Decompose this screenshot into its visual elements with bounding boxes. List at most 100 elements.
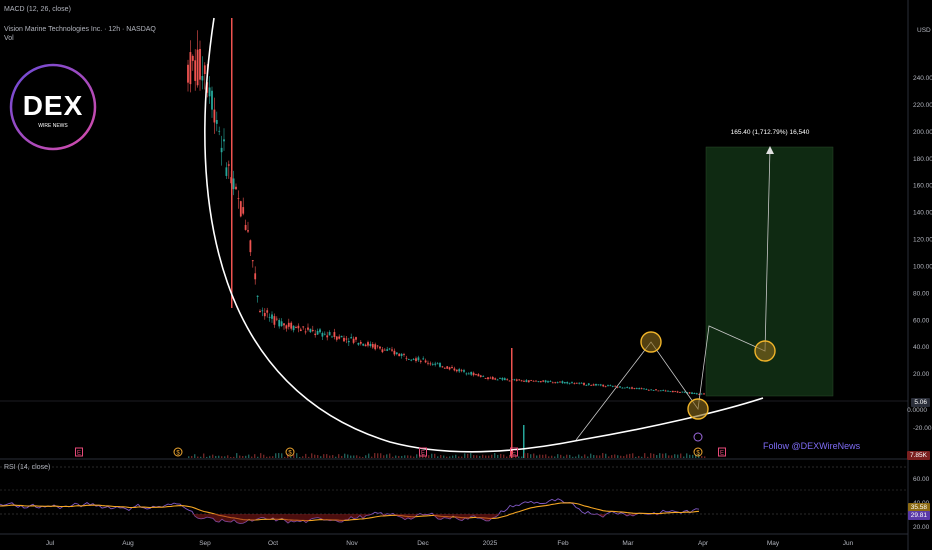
candle-body (587, 383, 590, 385)
candle-body (443, 367, 446, 369)
volume-tag: 7.85K (907, 451, 930, 460)
candle-body (467, 373, 470, 375)
candle-body (436, 363, 439, 365)
candle-body (393, 350, 396, 355)
candles-group (187, 18, 705, 458)
candle-body (383, 349, 386, 351)
volume-bar (521, 456, 523, 458)
x-tick-label: Feb (557, 540, 569, 547)
measure-label: 165.40 (1,712.79%) 16,540 (731, 129, 810, 136)
y-tick-label: 120.00 (913, 237, 932, 244)
candle-body (343, 337, 345, 342)
volume-bar (524, 453, 526, 458)
event-markers: E $ $ E E $ E (75, 432, 726, 457)
dividend-marker-icon (693, 447, 703, 457)
candle-body (535, 380, 537, 382)
candle-body (580, 382, 583, 384)
volume-bar (491, 454, 493, 458)
dividend-marker-label: $ (696, 451, 700, 457)
volume-bar (314, 454, 316, 458)
volume-bar (461, 456, 463, 458)
volume-bar (443, 455, 445, 458)
candle-body (206, 82, 209, 93)
candle-body (321, 333, 324, 337)
volume-bar (200, 456, 202, 458)
projection-path (575, 147, 771, 441)
target-arrow-icon (766, 146, 774, 154)
volume-bar (500, 453, 502, 458)
time-axis: Jul Aug Sep Oct Nov Dec 2025 Feb Mar Apr May Jun (46, 540, 854, 547)
candle-body (398, 353, 401, 357)
volume-bar (356, 455, 358, 458)
candle-body (508, 380, 511, 382)
candle-body (309, 328, 312, 333)
volume-bar (242, 456, 244, 458)
volume-bar (647, 456, 649, 458)
rsi-ma-line (0, 502, 700, 522)
rsi-header: RSI (14, close) (4, 464, 51, 471)
candle-body (307, 327, 309, 330)
volume-bar (533, 453, 535, 458)
candle-body (256, 295, 259, 297)
rsi-oversold-fill (0, 514, 700, 524)
candle-body (482, 376, 485, 378)
volume-bar (425, 455, 427, 458)
candle-body (427, 362, 429, 364)
volume-bar (194, 454, 196, 458)
x-tick-label: 2025 (483, 540, 498, 547)
volume-bar (254, 454, 256, 458)
candle-body (527, 380, 530, 383)
volume-group (188, 453, 706, 458)
candle-body (695, 393, 698, 395)
volume-bar (434, 453, 436, 458)
candle-body (244, 224, 247, 230)
candle-body (355, 337, 357, 340)
volume-bar (617, 455, 619, 458)
volume-bar (464, 453, 466, 458)
pivot-marker-high (640, 331, 662, 353)
volume-bar (560, 454, 562, 458)
volume-bar (365, 455, 367, 458)
x-tick-label: Sep (199, 540, 211, 547)
volume-bar (347, 454, 349, 458)
candle-body (285, 325, 288, 329)
candle-body (232, 178, 235, 190)
rsi-tick-label: 60.00 (913, 476, 930, 483)
candle-body (544, 380, 547, 383)
volume-bar (503, 454, 505, 458)
dividend-marker-label: $ (288, 451, 292, 457)
volume-bar (398, 455, 400, 458)
candle-body (362, 343, 365, 346)
y-tick-label: 200.00 (913, 129, 932, 136)
volume-bar (599, 455, 601, 458)
candle-body (532, 380, 535, 382)
candle-body (213, 109, 216, 123)
candle-body (561, 381, 564, 384)
volume-bar (191, 455, 193, 458)
candle-body (549, 381, 552, 383)
candle-body (388, 348, 391, 350)
volume-bar (536, 455, 538, 458)
candle-body (693, 393, 696, 394)
candle-body (494, 378, 497, 380)
candle-body (643, 388, 645, 390)
candle-body (208, 87, 211, 97)
chart-title: Vision Marine Technologies Inc. · 12h · … (4, 26, 156, 33)
volume-bar (566, 454, 568, 458)
candle-body (448, 367, 451, 370)
volume-bar (251, 456, 253, 458)
candle-body (700, 393, 703, 395)
candle-body (647, 389, 650, 391)
candle-body (273, 316, 276, 325)
earnings-marker-label: E (421, 451, 425, 457)
y-tick-label: 100.00 (913, 263, 932, 270)
candle-body (297, 325, 300, 329)
volume-bar (518, 456, 520, 458)
candle-body (340, 335, 343, 338)
volume-bar (611, 455, 613, 458)
candle-body (633, 388, 636, 389)
volume-bar (479, 455, 481, 458)
candle-body (501, 378, 504, 380)
x-tick-label: Apr (698, 540, 709, 547)
